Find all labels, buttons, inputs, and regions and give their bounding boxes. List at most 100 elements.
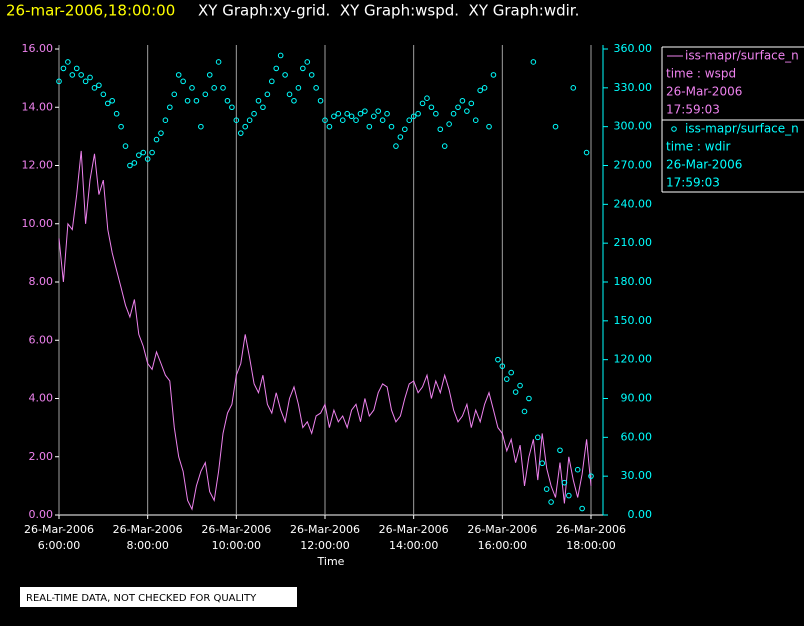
wdir-point: [246, 117, 253, 123]
wdir-point: [291, 97, 297, 104]
wdir-point: [339, 117, 346, 123]
y2-tick-label: 240.00: [614, 197, 653, 210]
wdir-point: [539, 460, 546, 467]
wdir-point: [433, 110, 439, 117]
wdir-point: [171, 91, 178, 98]
wdir-point: [100, 91, 107, 98]
wdir-point: [82, 78, 89, 85]
wdir-point: [264, 91, 271, 98]
wdir-point: [472, 117, 479, 123]
wdir-point: [206, 72, 213, 78]
wdir-point: [508, 369, 515, 376]
wdir-point: [326, 123, 333, 130]
wdir-point: [366, 123, 373, 130]
wdir-point: [87, 74, 93, 81]
wdir-point: [499, 363, 506, 369]
x-tick-label: 26-Mar-2006 10:00:00: [201, 523, 271, 552]
wdir-point: [131, 160, 138, 166]
wdir-point: [557, 447, 563, 454]
wdir-point: [490, 72, 497, 78]
wdir-point: [317, 97, 324, 104]
y-tick-label: 8.00: [29, 275, 54, 288]
wdir-point: [322, 117, 328, 123]
wdir-point: [410, 113, 417, 120]
wdir-point: [419, 100, 426, 107]
wdir-point: [428, 104, 435, 111]
wdir-point: [211, 85, 217, 91]
wdir-point: [251, 110, 257, 117]
wdir-point: [286, 91, 293, 98]
wdir-point: [242, 123, 248, 130]
wdir-point: [570, 85, 577, 91]
wdir-point: [468, 100, 475, 107]
wdir-point: [167, 104, 173, 111]
wdir-point: [530, 59, 537, 65]
wdir-point: [583, 149, 590, 156]
wdir-point: [464, 108, 470, 114]
wdir-point: [104, 100, 111, 107]
y2-tick-label: 30.00: [621, 469, 653, 482]
wdir-point: [184, 97, 191, 104]
y2-tick-label: 60.00: [621, 430, 653, 443]
wdir-point: [260, 104, 266, 111]
wdir-point: [566, 492, 572, 499]
y2-tick-label: 90.00: [621, 392, 653, 405]
wdir-point: [331, 113, 337, 120]
x-tick-label: 26-Mar-2006 18:00:00: [556, 523, 626, 552]
wdir-point: [96, 82, 102, 89]
legend-detail: 17:59:03: [666, 103, 720, 117]
wdir-point: [415, 110, 421, 117]
wdir-point: [455, 104, 461, 111]
wdir-point: [113, 110, 120, 117]
wdir-point: [548, 499, 554, 505]
wdir-point: [388, 123, 395, 130]
wdir-point: [503, 376, 510, 382]
wdir-point: [153, 136, 160, 143]
y2-tick-label: 0.00: [628, 508, 653, 521]
y-tick-label: 4.00: [29, 392, 54, 405]
wdir-point: [202, 91, 209, 98]
wdir-point: [543, 486, 550, 492]
wdir-point: [459, 97, 466, 104]
wdir-point: [91, 85, 98, 91]
wdir-point: [282, 72, 288, 78]
y-tick-label: 12.00: [22, 159, 54, 172]
wdir-point: [353, 117, 359, 123]
wdir-point: [180, 78, 186, 85]
wdir-point: [406, 117, 413, 123]
y-tick-label: 16.00: [22, 42, 54, 55]
y-tick-label: 10.00: [22, 217, 54, 230]
wdir-point: [304, 59, 311, 65]
wdir-point: [118, 123, 124, 130]
wdir-point: [384, 110, 390, 117]
wdir-point: [393, 143, 399, 149]
wdir-point: [158, 130, 164, 136]
wdir-point: [574, 466, 581, 473]
wdir-point: [69, 72, 76, 78]
wdir-point: [521, 408, 528, 415]
wdir-point: [486, 123, 492, 130]
wdir-point: [162, 117, 169, 123]
y-tick-label: 0.00: [29, 508, 54, 521]
wdir-point: [56, 78, 62, 85]
wdir-point: [300, 65, 306, 72]
wdir-point: [175, 72, 182, 78]
wdir-point: [313, 85, 319, 91]
wdir-point: [588, 473, 594, 479]
y2-tick-label: 330.00: [614, 81, 653, 94]
wdir-point: [73, 65, 80, 72]
note-box: [20, 587, 297, 607]
wdir-point: [198, 123, 204, 130]
legend-symbol: [671, 126, 677, 132]
wdir-point: [561, 479, 568, 486]
wdir-point: [446, 121, 452, 127]
wdir-point: [220, 85, 226, 91]
x-tick-label: 26-Mar-2006 8:00:00: [113, 523, 183, 552]
wdir-point: [189, 85, 195, 91]
wdir-point: [149, 149, 155, 156]
x-axis-label: Time: [317, 555, 345, 568]
wdir-point: [273, 65, 280, 72]
legend-detail: 26-Mar-2006: [666, 85, 742, 99]
wdir-point: [357, 110, 364, 117]
